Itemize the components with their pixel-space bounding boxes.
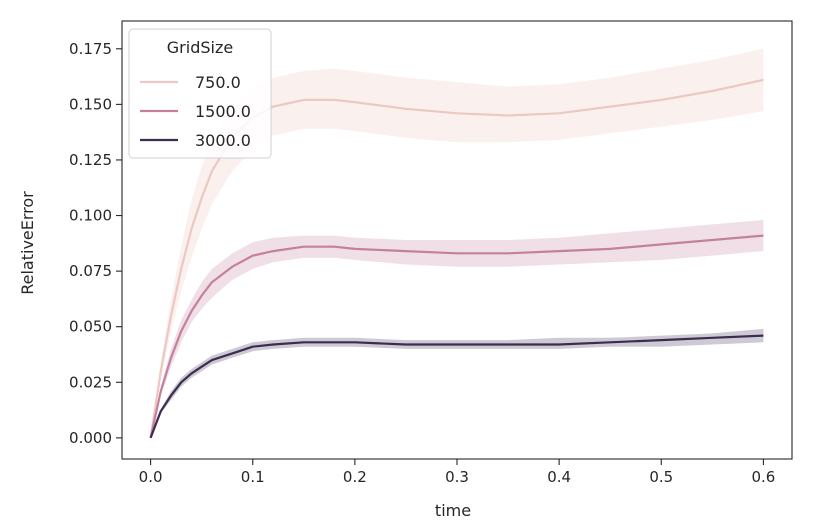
line-series-1 xyxy=(149,234,764,439)
y-tick-label: 0.125 xyxy=(69,151,112,169)
legend-label-2: 3000.0 xyxy=(195,131,251,150)
x-tick-label: 0.5 xyxy=(649,468,673,486)
line-series-0 xyxy=(149,78,764,439)
y-tick-label: 0.100 xyxy=(69,207,112,225)
x-tick-label: 0.1 xyxy=(241,468,265,486)
legend-label-0: 750.0 xyxy=(195,73,241,92)
y-tick-label: 0.075 xyxy=(69,262,112,280)
legend-box xyxy=(128,28,272,159)
band-series-2 xyxy=(150,328,764,438)
y-tick-label: 0.025 xyxy=(69,373,112,391)
band-series-0 xyxy=(150,48,764,438)
x-tick-label: 0.0 xyxy=(139,468,163,486)
y-tick-label: 0.000 xyxy=(69,429,112,447)
x-tick-label: 0.6 xyxy=(751,468,775,486)
x-tick-label: 0.3 xyxy=(445,468,469,486)
legend: GridSize 750.0 1500.0 3000.0 xyxy=(128,28,272,159)
y-axis-label: RelativeError xyxy=(18,191,37,295)
x-axis-label: time xyxy=(435,501,471,520)
y-tick-label: 0.175 xyxy=(69,40,112,58)
legend-label-1: 1500.0 xyxy=(195,102,251,121)
x-tick-label: 0.4 xyxy=(547,468,571,486)
series-lines xyxy=(149,78,764,439)
legend-title: GridSize xyxy=(167,38,233,57)
y-tick-label: 0.050 xyxy=(69,318,112,336)
line-series-2 xyxy=(149,334,764,439)
y-tick-label: 0.150 xyxy=(69,95,112,113)
x-tick-label: 0.2 xyxy=(343,468,367,486)
x-axis-ticks: 0.0 0.1 0.2 0.3 0.4 0.5 0.6 xyxy=(139,459,775,486)
y-axis-ticks: 0.000 0.025 0.050 0.075 0.100 0.125 0.150 0.175 xyxy=(69,40,122,447)
